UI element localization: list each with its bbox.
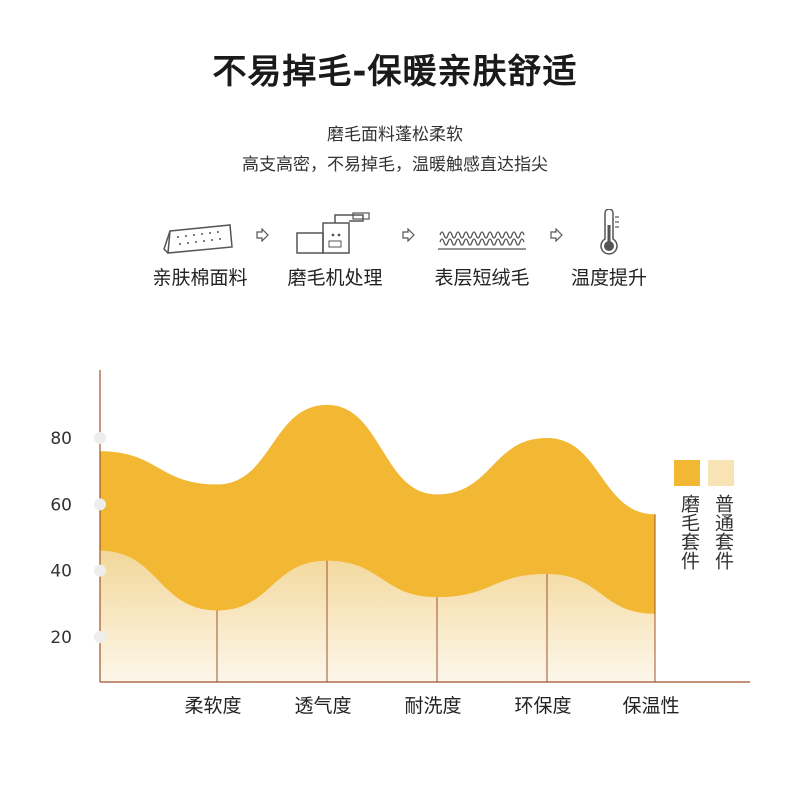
process-step-fabric: 亲肤棉面料 <box>130 205 270 290</box>
process-label: 表层短绒毛 <box>434 267 530 289</box>
y-tick-marker <box>94 631 106 643</box>
y-tick-label: 60 <box>50 495 72 515</box>
thermometer-icon <box>539 205 679 257</box>
process-label: 磨毛机处理 <box>287 267 383 289</box>
arrow-right-icon <box>256 228 269 242</box>
process-label: 亲肤棉面料 <box>152 267 248 289</box>
x-category-label: 耐洗度 <box>404 695 461 717</box>
brushing-machine-icon <box>265 205 405 257</box>
y-tick-marker <box>94 498 106 511</box>
process-step-temperature: 温度提升 <box>539 205 679 290</box>
legend-label-brushed: 磨毛套件 <box>678 494 700 570</box>
page-title: 不易掉毛-保暖亲肤舒适 <box>212 52 578 92</box>
arrow-right-icon <box>402 228 415 242</box>
y-tick-label: 80 <box>50 429 72 449</box>
series-brushed-area <box>100 404 655 614</box>
x-category-label: 保温性 <box>622 695 679 717</box>
subtitle-line-2: 高支高密，不易掉毛，温暖触感直达指尖 <box>242 155 548 175</box>
x-category-label: 环保度 <box>514 695 571 717</box>
y-tick-label: 20 <box>50 628 72 648</box>
y-tick-marker <box>94 432 106 444</box>
y-tick-label: 40 <box>50 562 72 582</box>
series-regular-area <box>100 550 655 682</box>
legend-swatch-brushed <box>674 460 700 486</box>
short-fleece-icon <box>412 205 552 257</box>
y-tick-marker <box>94 564 106 577</box>
fabric-icon <box>130 205 270 257</box>
legend-label-regular: 普通套件 <box>712 494 734 570</box>
process-step-machine: 磨毛机处理 <box>265 205 405 290</box>
legend-swatch-regular <box>708 460 734 486</box>
comparison-chart: 20 40 60 80 柔软度 透气度 耐洗度 环保度 保温性 <box>50 370 750 717</box>
x-category-label: 柔软度 <box>184 695 241 717</box>
subtitle-line-1: 磨毛面料蓬松柔软 <box>327 125 463 145</box>
arrow-right-icon <box>550 228 563 242</box>
x-category-label: 透气度 <box>294 695 351 717</box>
process-label: 温度提升 <box>570 267 647 289</box>
process-step-fleece: 表层短绒毛 <box>412 205 552 290</box>
